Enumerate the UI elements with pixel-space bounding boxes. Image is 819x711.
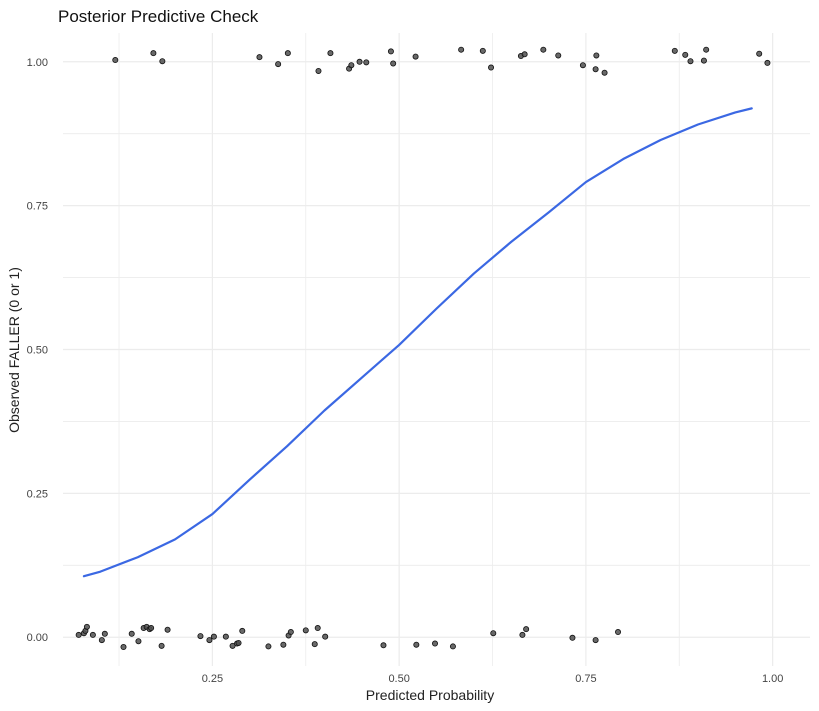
data-point	[284, 50, 291, 57]
data-point	[488, 64, 495, 71]
data-point	[479, 47, 486, 54]
data-point	[412, 53, 419, 60]
data-point	[120, 644, 127, 651]
y-axis-title: Observed FALLER (0 or 1)	[6, 267, 22, 433]
data-point	[449, 643, 456, 650]
data-point	[413, 641, 420, 648]
data-point	[592, 66, 599, 73]
data-point	[159, 58, 166, 65]
data-point	[521, 51, 528, 58]
data-point	[458, 46, 465, 53]
data-point	[148, 625, 155, 632]
data-point	[700, 57, 707, 64]
data-point	[390, 60, 397, 67]
data-point	[287, 629, 294, 636]
data-point	[210, 633, 217, 640]
data-point	[703, 46, 710, 53]
data-point	[327, 50, 334, 57]
data-point	[615, 629, 622, 636]
data-point	[112, 57, 119, 64]
data-point	[592, 637, 599, 644]
curve-layer	[82, 107, 753, 578]
data-point	[235, 639, 242, 646]
data-point	[98, 637, 105, 644]
data-point	[239, 627, 246, 634]
x-tick-labels: 0.25 0.50 0.75 1.00	[202, 673, 784, 685]
data-point	[197, 633, 204, 640]
data-point	[135, 638, 142, 645]
data-point	[83, 623, 90, 630]
data-point	[519, 631, 526, 638]
data-point	[387, 48, 394, 55]
data-point	[311, 641, 318, 648]
data-point	[101, 630, 108, 637]
data-point	[601, 69, 608, 76]
x-tick-label: 0.75	[575, 673, 596, 685]
data-point	[150, 50, 157, 57]
points-layer	[75, 46, 771, 651]
data-point	[265, 643, 272, 650]
data-point	[222, 633, 229, 640]
data-point	[356, 58, 363, 65]
data-point	[490, 630, 497, 637]
x-tick-label: 0.50	[388, 673, 409, 685]
data-point	[671, 47, 678, 54]
data-point	[555, 52, 562, 59]
data-point	[432, 640, 439, 647]
data-point	[314, 625, 321, 632]
y-tick-label: 0.25	[27, 488, 48, 500]
data-point	[275, 61, 282, 68]
data-point	[280, 641, 287, 648]
y-tick-label: 0.00	[27, 632, 48, 644]
data-point	[540, 46, 547, 53]
data-point	[256, 54, 263, 61]
data-point	[593, 52, 600, 59]
x-tick-label: 1.00	[762, 673, 783, 685]
x-tick-label: 0.25	[202, 673, 223, 685]
data-point	[75, 631, 82, 638]
data-point	[206, 637, 213, 644]
data-point	[523, 626, 530, 633]
data-point	[682, 51, 689, 58]
data-point	[380, 642, 387, 649]
data-point	[687, 58, 694, 65]
y-tick-label: 0.50	[27, 345, 48, 357]
data-point	[158, 642, 165, 649]
data-point	[363, 59, 370, 66]
data-point	[348, 62, 355, 69]
y-tick-label: 1.00	[27, 57, 48, 69]
data-point	[164, 626, 171, 633]
data-point	[569, 634, 576, 641]
data-point	[128, 630, 135, 637]
x-axis-title: Predicted Probability	[366, 687, 494, 703]
smooth-curve	[82, 107, 753, 578]
data-point	[764, 59, 771, 66]
y-tick-labels: 0.00 0.25 0.50 0.75 1.00	[27, 57, 48, 644]
data-point	[89, 631, 96, 638]
data-point	[322, 633, 329, 640]
chart-title: Posterior Predictive Check	[58, 7, 259, 26]
data-point	[315, 67, 322, 74]
data-point	[579, 62, 586, 69]
data-point	[302, 627, 309, 634]
data-point	[756, 50, 763, 57]
grid-layer	[63, 33, 810, 666]
y-tick-label: 0.75	[27, 201, 48, 213]
